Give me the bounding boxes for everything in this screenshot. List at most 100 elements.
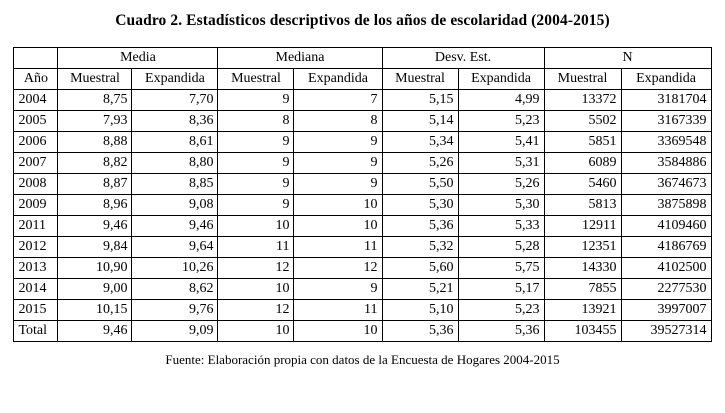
value-cell: 3674673 bbox=[620, 173, 712, 195]
value-cell: 9 bbox=[293, 173, 383, 195]
value-cell: 5,36 bbox=[381, 215, 459, 237]
table-row: 2009 8,96 9,08 9 10 5,30 5,30 5813 3875898 bbox=[13, 194, 712, 216]
year-cell: 2008 bbox=[13, 173, 59, 195]
value-cell: 9,00 bbox=[57, 278, 133, 300]
col-header-5: Muestral bbox=[381, 68, 459, 90]
value-cell: 5,15 bbox=[381, 89, 459, 111]
value-cell: 8 bbox=[217, 110, 295, 132]
table-row: 2004 8,75 7,70 9 7 5,15 4,99 13372 3181704 bbox=[13, 89, 712, 111]
value-cell: 39527314 bbox=[620, 320, 712, 342]
table-row: 2012 9,84 9,64 11 11 5,32 5,28 12351 4186769 bbox=[13, 236, 712, 258]
value-cell: 9,46 bbox=[131, 215, 219, 237]
value-cell: 9,46 bbox=[57, 320, 133, 342]
value-cell: 12351 bbox=[543, 236, 622, 258]
value-cell: 9,08 bbox=[131, 194, 219, 216]
value-cell: 5851 bbox=[543, 131, 622, 153]
value-cell: 11 bbox=[293, 236, 383, 258]
value-cell: 5,23 bbox=[457, 299, 545, 321]
year-cell: 2005 bbox=[13, 110, 59, 132]
col-header-3: Muestral bbox=[217, 68, 295, 90]
table-row: 2013 10,90 10,26 12 12 5,60 5,75 14330 4102500 bbox=[13, 257, 712, 279]
value-cell: 11 bbox=[217, 236, 295, 258]
year-cell: 2015 bbox=[13, 299, 59, 321]
value-cell: 10 bbox=[293, 194, 383, 216]
value-cell: 9 bbox=[217, 89, 295, 111]
table-row: 2015 10,15 9,76 12 11 5,10 5,23 13921 3997007 bbox=[13, 299, 712, 321]
group-header-media: Media bbox=[57, 47, 219, 69]
value-cell: 5,33 bbox=[457, 215, 545, 237]
value-cell: 5,75 bbox=[457, 257, 545, 279]
year-cell: Total bbox=[13, 320, 59, 342]
value-cell: 12 bbox=[217, 299, 295, 321]
value-cell: 8,75 bbox=[57, 89, 133, 111]
year-cell: 2014 bbox=[13, 278, 59, 300]
col-header-1: Muestral bbox=[57, 68, 133, 90]
value-cell: 9,84 bbox=[57, 236, 133, 258]
year-cell: 2012 bbox=[13, 236, 59, 258]
value-cell: 13921 bbox=[543, 299, 622, 321]
value-cell: 9 bbox=[293, 278, 383, 300]
value-cell: 9,46 bbox=[57, 215, 133, 237]
year-cell: 2007 bbox=[13, 152, 59, 174]
value-cell: 5,26 bbox=[381, 152, 459, 174]
value-cell: 5,30 bbox=[381, 194, 459, 216]
value-cell: 4,99 bbox=[457, 89, 545, 111]
value-cell: 8,88 bbox=[57, 131, 133, 153]
value-cell: 5,30 bbox=[457, 194, 545, 216]
value-cell: 8,85 bbox=[131, 173, 219, 195]
value-cell: 12911 bbox=[543, 215, 622, 237]
group-header-mediana: Mediana bbox=[217, 47, 383, 69]
group-header-n: N bbox=[543, 47, 712, 69]
value-cell: 5,21 bbox=[381, 278, 459, 300]
value-cell: 14330 bbox=[543, 257, 622, 279]
value-cell: 5,17 bbox=[457, 278, 545, 300]
value-cell: 8,36 bbox=[131, 110, 219, 132]
table-row: Total 9,46 9,09 10 10 5,36 5,36 103455 39527314 bbox=[13, 320, 712, 342]
value-cell: 7,93 bbox=[57, 110, 133, 132]
table-row: 2007 8,82 8,80 9 9 5,26 5,31 6089 3584886 bbox=[13, 152, 712, 174]
value-cell: 13372 bbox=[543, 89, 622, 111]
value-cell: 12 bbox=[217, 257, 295, 279]
group-header-row: Media Mediana Desv. Est. N bbox=[13, 47, 712, 69]
value-cell: 7,70 bbox=[131, 89, 219, 111]
value-cell: 9 bbox=[293, 152, 383, 174]
value-cell: 5,10 bbox=[381, 299, 459, 321]
table-row: 2005 7,93 8,36 8 8 5,14 5,23 5502 3167339 bbox=[13, 110, 712, 132]
value-cell: 4109460 bbox=[620, 215, 712, 237]
col-header-ano: Año bbox=[13, 68, 59, 90]
statistics-table: Media Mediana Desv. Est. N Año Muestral Expand… bbox=[13, 47, 712, 342]
value-cell: 5,23 bbox=[457, 110, 545, 132]
table-body: 2004 8,75 7,70 9 7 5,15 4,99 13372 3181704 2005 7,… bbox=[13, 89, 712, 342]
value-cell: 8,96 bbox=[57, 194, 133, 216]
value-cell: 9 bbox=[217, 194, 295, 216]
table-header: Media Mediana Desv. Est. N Año Muestral Expand… bbox=[13, 47, 712, 90]
value-cell: 10,15 bbox=[57, 299, 133, 321]
value-cell: 9 bbox=[217, 173, 295, 195]
value-cell: 10 bbox=[217, 215, 295, 237]
value-cell: 9 bbox=[293, 131, 383, 153]
value-cell: 10 bbox=[217, 320, 295, 342]
value-cell: 10 bbox=[293, 320, 383, 342]
year-cell: 2011 bbox=[13, 215, 59, 237]
year-cell: 2009 bbox=[13, 194, 59, 216]
value-cell: 8,61 bbox=[131, 131, 219, 153]
value-cell: 5,36 bbox=[381, 320, 459, 342]
year-cell: 2013 bbox=[13, 257, 59, 279]
value-cell: 5460 bbox=[543, 173, 622, 195]
value-cell: 10,26 bbox=[131, 257, 219, 279]
value-cell: 5,28 bbox=[457, 236, 545, 258]
table-row: 2008 8,87 8,85 9 9 5,50 5,26 5460 3674673 bbox=[13, 173, 712, 195]
value-cell: 8,80 bbox=[131, 152, 219, 174]
value-cell: 3997007 bbox=[620, 299, 712, 321]
value-cell: 5,60 bbox=[381, 257, 459, 279]
value-cell: 9 bbox=[217, 152, 295, 174]
table-row: 2011 9,46 9,46 10 10 5,36 5,33 12911 4109460 bbox=[13, 215, 712, 237]
col-header-2: Expandida bbox=[131, 68, 219, 90]
value-cell: 5,14 bbox=[381, 110, 459, 132]
col-header-4: Expandida bbox=[293, 68, 383, 90]
value-cell: 10,90 bbox=[57, 257, 133, 279]
value-cell: 2277530 bbox=[620, 278, 712, 300]
value-cell: 103455 bbox=[543, 320, 622, 342]
value-cell: 8,87 bbox=[57, 173, 133, 195]
